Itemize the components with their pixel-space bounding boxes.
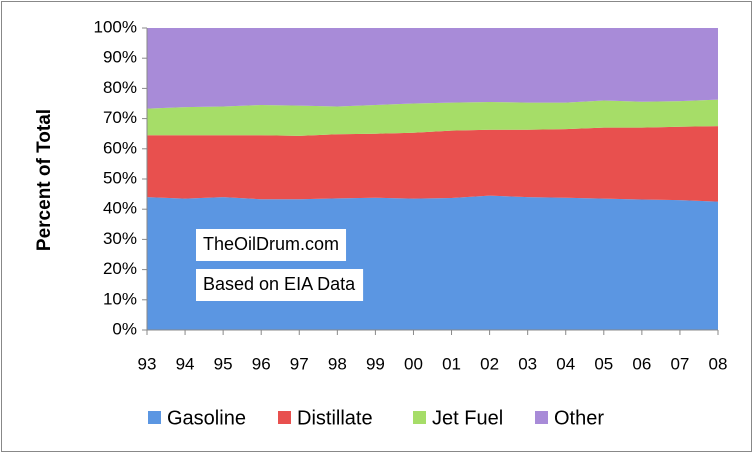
y-tick-label: 80% — [103, 78, 137, 97]
area — [147, 28, 718, 109]
legend-label: Jet Fuel — [432, 407, 503, 429]
x-tick-label: 00 — [404, 354, 423, 373]
legend-label: Distillate — [297, 407, 373, 429]
y-tick-label: 0% — [112, 319, 137, 338]
x-tick-label: 94 — [176, 354, 195, 373]
legend-swatch — [413, 411, 426, 424]
y-axis-label: Percent of Total — [34, 109, 55, 251]
y-tick-label: 100% — [94, 17, 137, 36]
x-tick-label: 03 — [518, 354, 537, 373]
y-tick-label: 70% — [103, 108, 137, 127]
x-tick-label: 98 — [328, 354, 347, 373]
legend-swatch — [148, 411, 161, 424]
annotation: Based on EIA Data — [203, 274, 356, 294]
x-tick-label: 93 — [138, 354, 157, 373]
area — [147, 126, 718, 202]
annotation: TheOilDrum.com — [203, 234, 339, 254]
annotation-box — [196, 269, 364, 301]
annotation-box — [196, 229, 347, 261]
y-tick-label: 60% — [103, 138, 137, 157]
x-tick-label: 95 — [214, 354, 233, 373]
x-tick-label: 99 — [366, 354, 385, 373]
legend-label: Other — [554, 407, 604, 429]
x-tick-label: 07 — [670, 354, 689, 373]
y-tick-label: 50% — [103, 168, 137, 187]
y-tick-label: 90% — [103, 48, 137, 67]
y-tick-label: 20% — [103, 259, 137, 278]
x-tick-label: 01 — [442, 354, 461, 373]
y-tick-label: 30% — [103, 229, 137, 248]
legend-label: Gasoline — [167, 407, 246, 429]
y-tick-label: 10% — [103, 289, 137, 308]
x-tick-label: 06 — [632, 354, 651, 373]
legend-swatch — [278, 411, 291, 424]
x-tick-label: 08 — [709, 354, 728, 373]
x-tick-label: 97 — [290, 354, 309, 373]
y-tick-label: 40% — [103, 199, 137, 218]
x-tick-label: 05 — [594, 354, 613, 373]
legend-swatch — [535, 411, 548, 424]
area — [147, 99, 718, 136]
x-tick-label: 96 — [252, 354, 271, 373]
area — [147, 195, 718, 330]
x-tick-label: 02 — [480, 354, 499, 373]
x-tick-label: 04 — [556, 354, 575, 373]
